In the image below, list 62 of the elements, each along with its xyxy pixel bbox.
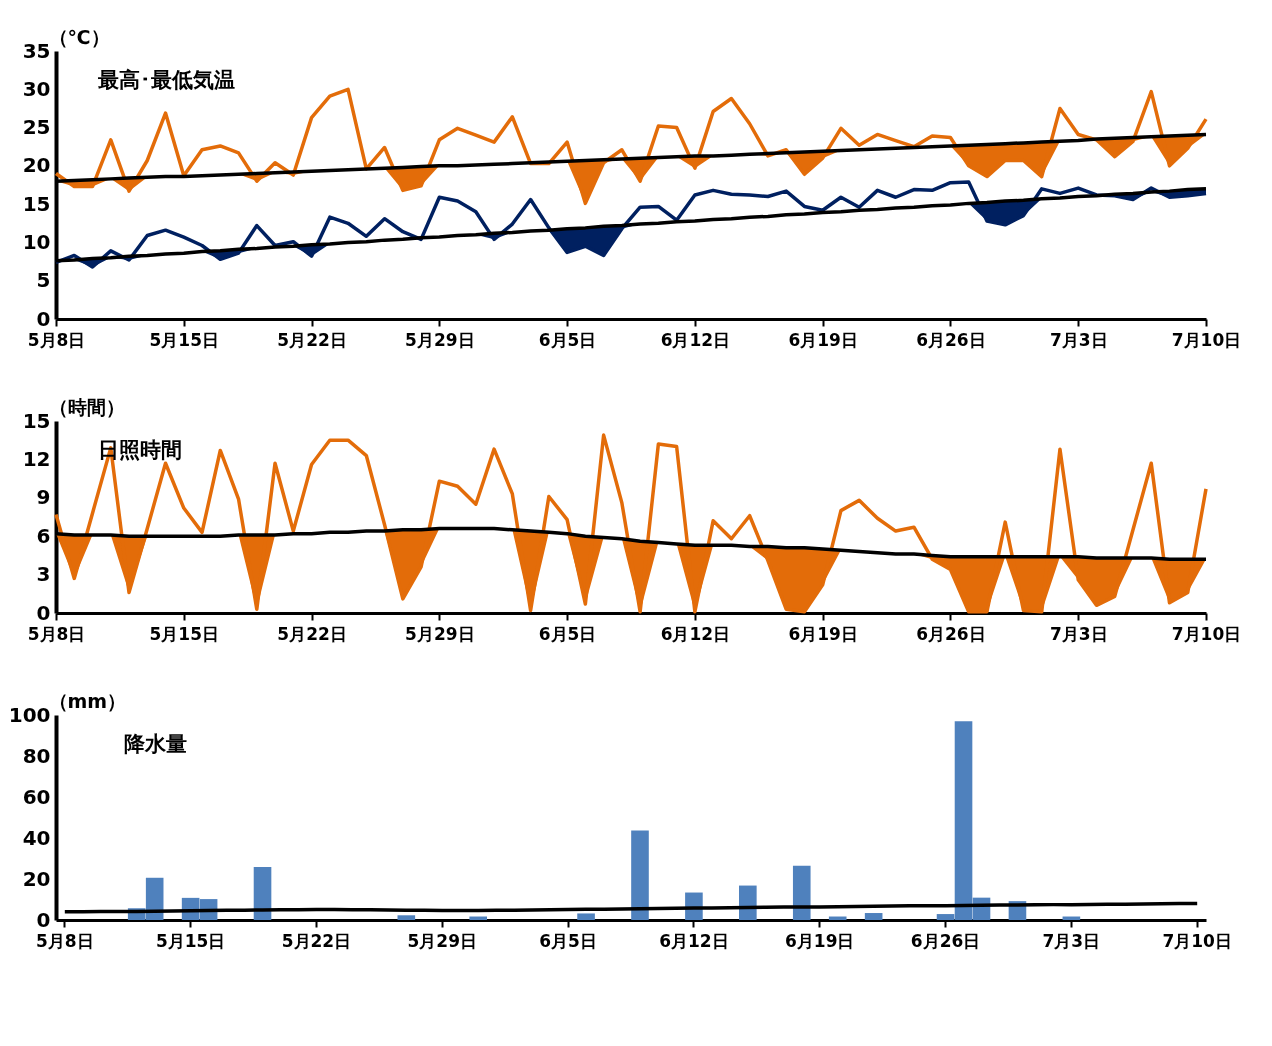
- y-tick-label: 30: [22, 76, 51, 101]
- x-tick-label: 6月19日: [788, 623, 858, 644]
- x-tick-label: 5月29日: [407, 930, 478, 951]
- y-tick-label: 0: [36, 600, 51, 625]
- x-tick-label: 5月22日: [281, 930, 352, 951]
- y-tick-label: 35: [22, 38, 51, 63]
- y-tick-label: 25: [22, 115, 51, 140]
- line-series: [63, 901, 1199, 914]
- y-axis-title: （時間）: [48, 395, 125, 418]
- y-tick-label: 5: [36, 268, 51, 293]
- x-tick-label: 6月26日: [916, 623, 986, 644]
- text: 最高･最低気温: [97, 68, 235, 92]
- x-tick-label: 5月8日: [27, 329, 86, 350]
- bar: [631, 830, 649, 920]
- y-axis-title: （mm）: [48, 689, 127, 712]
- y-tick-label: 15: [22, 408, 51, 433]
- x-tick-label: 6月5日: [538, 329, 597, 350]
- x-tick-label: 5月8日: [35, 930, 94, 951]
- x-tick-label: 6月12日: [659, 930, 729, 951]
- x-tick-label: 6月12日: [660, 623, 731, 644]
- x-tick-label: 6月5日: [539, 930, 597, 951]
- x-tick-label: 6月19日: [788, 329, 858, 350]
- y-tick-label: 0: [36, 907, 51, 932]
- text: 降水量: [124, 732, 187, 756]
- x-tick-label: 7月3日: [1042, 930, 1101, 951]
- x-tick-label: 5月29日: [405, 329, 475, 350]
- x-tick-label: 7月3日: [1049, 329, 1108, 350]
- x-tick-label: 6月26日: [910, 930, 981, 951]
- bar: [577, 913, 595, 920]
- x-tick-label: 6月26日: [916, 329, 986, 350]
- bar: [792, 865, 811, 920]
- x-tick-label: 5月15日: [149, 623, 220, 644]
- y-tick-label: 10: [22, 229, 51, 254]
- x-tick-label: 6月5日: [538, 623, 597, 644]
- y-tick-label: 20: [22, 866, 51, 891]
- y-tick-label: 0: [36, 306, 51, 331]
- y-tick-label: 20: [22, 153, 51, 178]
- x-tick-label: 6月12日: [660, 329, 731, 350]
- x-tick-label: 7月10日: [1171, 623, 1242, 644]
- y-axis-title: （℃）: [48, 25, 110, 48]
- x-tick-label: 5月15日: [155, 930, 226, 951]
- y-tick-label: 9: [36, 485, 51, 510]
- x-tick-label: 5月22日: [277, 623, 347, 644]
- y-tick-label: 12: [22, 446, 51, 471]
- x-tick-label: 6月19日: [784, 930, 855, 951]
- y-tick-label: 60: [22, 784, 51, 809]
- bar: [864, 913, 883, 920]
- bar: [739, 885, 757, 920]
- y-tick-label: 6: [36, 523, 51, 548]
- x-tick-label: 5月29日: [405, 623, 475, 644]
- y-tick-label: 15: [22, 191, 51, 216]
- y-tick-label: 100: [8, 702, 51, 727]
- x-tick-label: 7月10日: [1171, 329, 1242, 350]
- x-tick-label: 7月10日: [1162, 930, 1232, 951]
- y-tick-label: 3: [36, 562, 51, 587]
- x-tick-label: 5月8日: [27, 623, 86, 644]
- x-tick-label: 5月22日: [277, 329, 347, 350]
- y-tick-label: 80: [22, 743, 51, 768]
- x-tick-label: 7月3日: [1049, 623, 1108, 644]
- x-tick-label: 5月15日: [149, 329, 220, 350]
- bar: [397, 915, 416, 920]
- y-tick-label: 40: [22, 825, 51, 850]
